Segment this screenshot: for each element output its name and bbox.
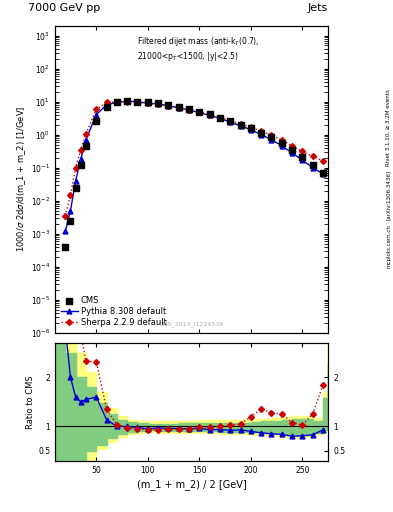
CMS: [227, 117, 233, 125]
Sherpa 2.2.9 default: [228, 118, 233, 124]
Sherpa 2.2.9 default: [248, 124, 253, 131]
Pythia 8.308 default: [238, 123, 243, 129]
Pythia 8.308 default: [187, 107, 191, 113]
Pythia 8.308 default: [94, 112, 99, 118]
Text: Rivet 3.1.10, ≥ 3.2M events: Rivet 3.1.10, ≥ 3.2M events: [386, 90, 391, 166]
CMS: [155, 99, 161, 108]
Pythia 8.308 default: [248, 127, 253, 133]
Pythia 8.308 default: [104, 102, 109, 108]
Text: Jets: Jets: [308, 3, 328, 13]
Pythia 8.308 default: [310, 164, 315, 170]
CMS: [165, 101, 171, 109]
Pythia 8.308 default: [84, 137, 88, 143]
Pythia 8.308 default: [73, 178, 78, 184]
Sherpa 2.2.9 default: [135, 99, 140, 105]
Pythia 8.308 default: [125, 98, 130, 104]
Sherpa 2.2.9 default: [279, 137, 284, 143]
Pythia 8.308 default: [218, 115, 222, 121]
Text: 7000 GeV pp: 7000 GeV pp: [28, 3, 100, 13]
Sherpa 2.2.9 default: [207, 112, 212, 118]
CMS: [217, 113, 223, 121]
CMS: [83, 142, 89, 150]
Sherpa 2.2.9 default: [63, 212, 68, 219]
Sherpa 2.2.9 default: [187, 107, 191, 113]
CMS: [72, 183, 79, 191]
CMS: [237, 121, 244, 129]
CMS: [279, 139, 285, 147]
Text: Filtered dijet mass (anti-k$_T$(0.7),
21000<p$_T$<1500, |y|<2.5): Filtered dijet mass (anti-k$_T$(0.7), 21…: [137, 35, 259, 62]
CMS: [268, 134, 275, 142]
Sherpa 2.2.9 default: [114, 99, 119, 105]
Pythia 8.308 default: [300, 157, 305, 163]
Sherpa 2.2.9 default: [197, 109, 202, 115]
CMS: [114, 98, 120, 106]
Sherpa 2.2.9 default: [68, 192, 73, 198]
CMS: [78, 161, 84, 169]
Pythia 8.308 default: [68, 207, 73, 214]
Y-axis label: 1000/$\sigma$ 2d$\sigma$/d(m_1 + m_2) [1/GeV]: 1000/$\sigma$ 2d$\sigma$/d(m_1 + m_2) [1…: [15, 106, 28, 252]
CMS: [299, 153, 305, 161]
CMS: [320, 168, 326, 177]
Pythia 8.308 default: [207, 113, 212, 119]
CMS: [196, 108, 202, 116]
CMS: [67, 217, 73, 225]
Text: mcplots.cern.ch: mcplots.cern.ch: [386, 224, 391, 268]
Sherpa 2.2.9 default: [73, 164, 78, 170]
Sherpa 2.2.9 default: [310, 153, 315, 159]
Pythia 8.308 default: [259, 132, 264, 138]
Pythia 8.308 default: [228, 119, 233, 125]
Sherpa 2.2.9 default: [269, 132, 274, 138]
Sherpa 2.2.9 default: [290, 143, 294, 149]
Sherpa 2.2.9 default: [166, 103, 171, 109]
Pythia 8.308 default: [321, 171, 325, 177]
Sherpa 2.2.9 default: [156, 101, 160, 108]
Sherpa 2.2.9 default: [125, 98, 130, 104]
Pythia 8.308 default: [63, 228, 68, 234]
Text: [arXiv:1306.3436]: [arXiv:1306.3436]: [386, 169, 391, 220]
X-axis label: (m_1 + m_2) / 2 [GeV]: (m_1 + m_2) / 2 [GeV]: [137, 479, 246, 490]
Pythia 8.308 default: [176, 105, 181, 111]
Pythia 8.308 default: [197, 110, 202, 116]
Pythia 8.308 default: [135, 99, 140, 105]
CMS: [93, 117, 99, 125]
Pythia 8.308 default: [269, 137, 274, 143]
CMS: [206, 110, 213, 118]
Y-axis label: Ratio to CMS: Ratio to CMS: [26, 375, 35, 429]
Sherpa 2.2.9 default: [321, 158, 325, 164]
Sherpa 2.2.9 default: [218, 114, 222, 120]
Pythia 8.308 default: [145, 100, 150, 106]
Sherpa 2.2.9 default: [94, 106, 99, 113]
CMS: [258, 129, 264, 137]
Sherpa 2.2.9 default: [238, 121, 243, 127]
Line: Sherpa 2.2.9 default: Sherpa 2.2.9 default: [63, 99, 325, 218]
Sherpa 2.2.9 default: [176, 105, 181, 111]
Sherpa 2.2.9 default: [84, 131, 88, 137]
Sherpa 2.2.9 default: [259, 128, 264, 134]
Sherpa 2.2.9 default: [300, 148, 305, 155]
CMS: [134, 97, 141, 105]
Sherpa 2.2.9 default: [79, 146, 83, 153]
Pythia 8.308 default: [279, 143, 284, 149]
Pythia 8.308 default: [290, 150, 294, 156]
Text: CMS_2013_I1224539: CMS_2013_I1224539: [159, 321, 224, 327]
CMS: [124, 97, 130, 105]
Sherpa 2.2.9 default: [104, 99, 109, 105]
Pythia 8.308 default: [79, 156, 83, 162]
CMS: [145, 98, 151, 106]
Pythia 8.308 default: [114, 99, 119, 105]
CMS: [176, 103, 182, 111]
CMS: [289, 145, 295, 154]
CMS: [248, 124, 254, 133]
Pythia 8.308 default: [166, 102, 171, 109]
CMS: [186, 105, 192, 114]
CMS: [310, 161, 316, 169]
Sherpa 2.2.9 default: [145, 100, 150, 106]
Legend: CMS, Pythia 8.308 default, Sherpa 2.2.9 default: CMS, Pythia 8.308 default, Sherpa 2.2.9 …: [59, 294, 168, 329]
Line: Pythia 8.308 default: Pythia 8.308 default: [63, 99, 325, 233]
Pythia 8.308 default: [156, 101, 160, 107]
CMS: [62, 243, 68, 251]
CMS: [103, 102, 110, 111]
